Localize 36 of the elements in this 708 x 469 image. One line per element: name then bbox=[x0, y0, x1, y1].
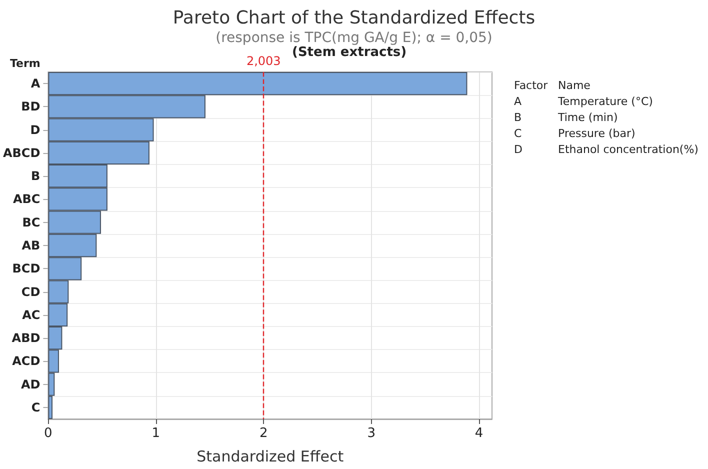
text: Time (min) bbox=[557, 111, 618, 124]
y-tick-label: AB bbox=[22, 238, 40, 252]
x-tick-label: 4 bbox=[474, 426, 484, 441]
text: Ethanol concentration(%) bbox=[558, 143, 698, 156]
y-tick-label: D bbox=[30, 122, 40, 137]
x-tick-label: 0 bbox=[44, 426, 52, 441]
text: D bbox=[514, 143, 522, 156]
ref-line-label: 2,003 bbox=[246, 54, 281, 68]
x-tick-label: 2 bbox=[259, 426, 268, 441]
x-axis-title: Standardized Effect bbox=[196, 448, 344, 466]
chart-subtitle: (response is TPC(mg GA/g E); α = 0,05) bbox=[216, 30, 492, 46]
text: Name bbox=[558, 79, 591, 92]
y-tick-label: ABC bbox=[12, 192, 40, 206]
y-tick-label: AD bbox=[20, 377, 40, 392]
y-tick-label: BD bbox=[21, 100, 40, 114]
y-tick-label: A bbox=[30, 76, 41, 91]
text: (Stem extracts) bbox=[292, 45, 407, 60]
y-axis-title: Term bbox=[10, 57, 40, 70]
y-tick-label: ABCD bbox=[3, 146, 40, 160]
text: B bbox=[514, 111, 522, 124]
text: Factor bbox=[514, 79, 548, 92]
y-tick-label: BCD bbox=[12, 262, 40, 276]
text: A bbox=[514, 95, 522, 108]
y-tick-label: C bbox=[31, 400, 40, 414]
x-tick-label: 3 bbox=[367, 426, 376, 441]
y-tick-label: CD bbox=[21, 284, 40, 299]
y-tick-label: AC bbox=[22, 308, 40, 322]
y-tick-label: ACD bbox=[12, 354, 40, 368]
text: C bbox=[514, 127, 522, 140]
x-tick-label: 1 bbox=[152, 426, 160, 441]
text: Temperature (°C) bbox=[557, 95, 653, 108]
text: Pressure (bar) bbox=[558, 127, 636, 140]
y-tick-label: B bbox=[31, 169, 40, 184]
y-tick-label: ABD bbox=[12, 331, 40, 346]
chart-title: Pareto Chart of the Standardized Effects bbox=[172, 8, 536, 28]
y-tick-label: BC bbox=[22, 215, 40, 230]
